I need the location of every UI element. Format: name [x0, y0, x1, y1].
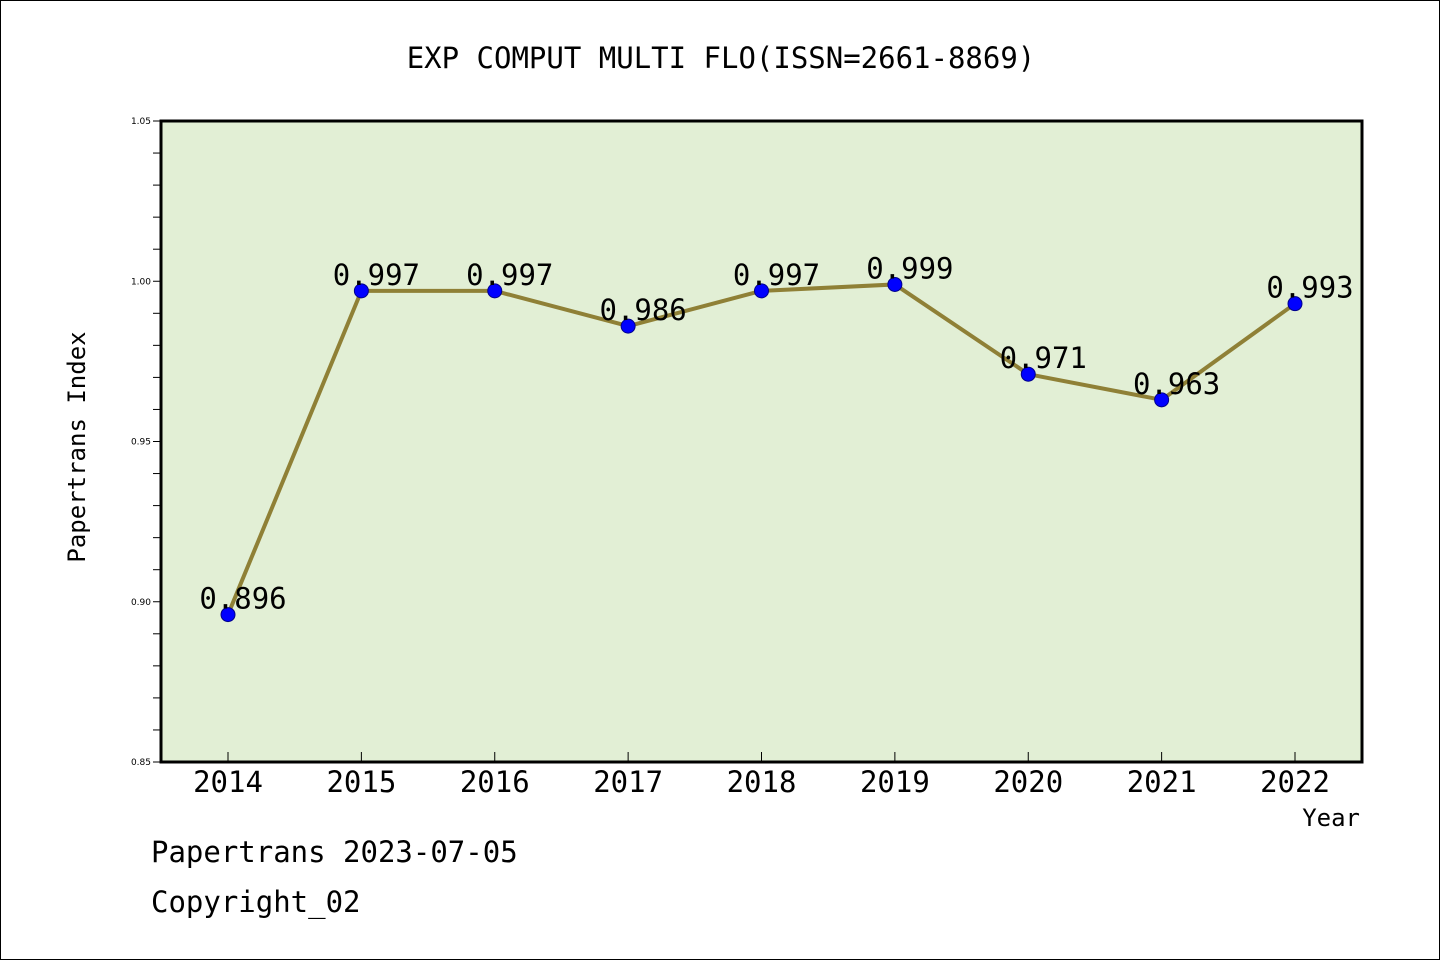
y-axis-label: Papertrans Index	[63, 331, 91, 562]
chart-title: EXP COMPUT MULTI FLO(ISSN=2661-8869)	[407, 41, 1036, 75]
data-label: 0.999	[866, 251, 953, 285]
x-axis-label: Year	[1302, 804, 1360, 832]
data-point	[487, 283, 503, 299]
plot-area	[159, 119, 1364, 764]
x-tick-label: 2019	[860, 765, 930, 799]
footer-date: Papertrans 2023-07-05	[151, 835, 518, 869]
data-point	[1020, 366, 1036, 382]
data-point	[1154, 392, 1170, 408]
y-tick-label: 1.00	[131, 277, 151, 287]
x-tick-label: 2017	[593, 765, 663, 799]
footer-copyright: Copyright_02	[151, 885, 361, 919]
data-point	[353, 283, 369, 299]
data-label: 0.997	[333, 258, 420, 292]
data-label: 0.971	[1000, 341, 1087, 375]
data-point	[620, 318, 636, 334]
data-label: 0.997	[733, 258, 820, 292]
x-axis: 2014 2015 2016 2017 2018 2019 2020 2021 2022	[193, 752, 1330, 799]
series-group: 0.896 0.997 0.997 0.986 0.997 0.999 0.971 0.963…	[199, 251, 1354, 623]
x-tick-label: 2015	[326, 765, 396, 799]
data-label: 0.993	[1266, 271, 1353, 305]
data-label: 0.963	[1133, 367, 1220, 401]
data-label: 0.997	[466, 258, 553, 292]
data-label: 0.986	[599, 293, 686, 327]
data-point	[754, 283, 769, 299]
x-tick-label: 2014	[193, 765, 263, 799]
x-tick-label: 2022	[1260, 765, 1330, 799]
x-tick-label: 2020	[993, 765, 1063, 799]
x-tick-label: 2016	[460, 765, 530, 799]
x-tick-label: 2021	[1127, 765, 1197, 799]
data-point	[220, 607, 236, 623]
y-axis: 0.85 0.90 0.95 1.00 1.05	[131, 117, 161, 768]
data-label: 0.896	[199, 582, 286, 616]
y-tick-label: 1.05	[131, 117, 151, 127]
data-point	[887, 276, 903, 292]
data-point	[1287, 296, 1303, 312]
y-tick-label: 0.90	[131, 598, 151, 608]
y-tick-label: 0.85	[131, 758, 151, 768]
y-tick-label: 0.95	[131, 438, 151, 448]
x-tick-label: 2018	[727, 765, 797, 799]
